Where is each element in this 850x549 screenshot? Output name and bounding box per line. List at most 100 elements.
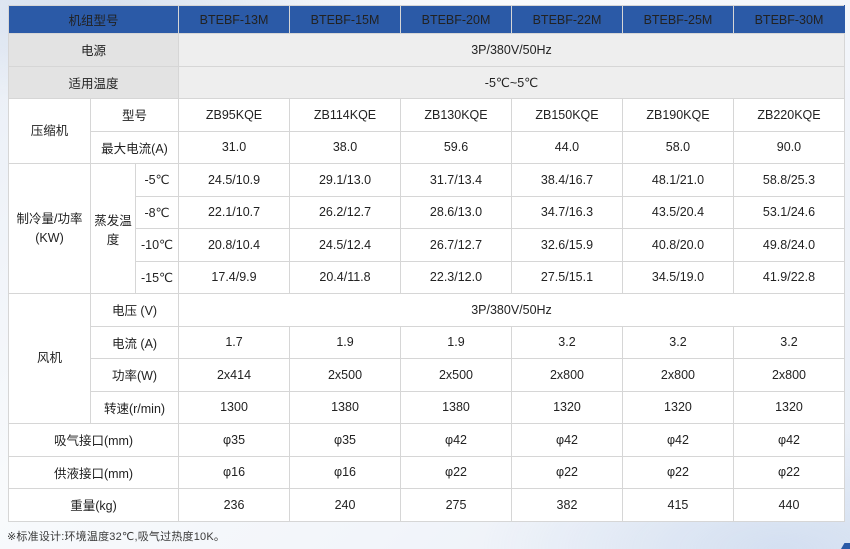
cooling-value: 24.5/10.9	[178, 163, 291, 197]
fan-speed-value: 1300	[178, 390, 291, 424]
fan-voltage-value: 3P/380V/50Hz	[178, 293, 845, 327]
model-header: BTEBF-15M	[289, 5, 401, 34]
compressor-model-value: ZB150KQE	[510, 98, 623, 132]
spec-table: 机组型号 BTEBF-13M BTEBF-15M BTEBF-20M BTEBF-22M…	[7, 5, 846, 522]
liquid-port-value: φ22	[510, 455, 623, 489]
max-current-label: 最大电流(A)	[89, 130, 180, 164]
table-row: 重量(kg) 236 240 275 382 415 440	[7, 488, 846, 522]
suction-port-value: φ42	[732, 423, 846, 457]
weight-value: 440	[732, 488, 846, 522]
suction-port-value: φ42	[621, 423, 734, 457]
compressor-section-label: 压缩机	[8, 98, 91, 164]
max-current-value: 90.0	[732, 130, 846, 164]
suction-port-value: φ42	[510, 423, 623, 457]
compressor-model-value: ZB95KQE	[178, 98, 291, 132]
max-current-value: 58.0	[621, 130, 734, 164]
table-row: 吸气接口(mm) φ35 φ35 φ42 φ42 φ42 φ42	[7, 423, 846, 457]
cooling-value: 20.4/11.8	[289, 260, 401, 294]
liquid-port-value: φ22	[621, 455, 734, 489]
cooling-value: 53.1/24.6	[732, 195, 846, 229]
evap-temp-minus10-label: -10℃	[134, 228, 180, 262]
fan-current-value: 1.9	[400, 325, 512, 359]
cooling-value: 17.4/9.9	[178, 260, 291, 294]
table-row: 转速(r/min) 1300 1380 1380 1320 1320 1320	[9, 390, 846, 424]
evap-temp-minus15-label: -15℃	[134, 260, 180, 294]
fan-power-value: 2x800	[732, 358, 846, 392]
fan-voltage-label: 电压 (V)	[89, 293, 180, 327]
fan-power-value: 2x800	[621, 358, 734, 392]
table-row: 供液接口(mm) φ16 φ16 φ22 φ22 φ22 φ22	[7, 455, 846, 489]
weight-value: 275	[400, 488, 512, 522]
model-header: BTEBF-13M	[178, 5, 291, 34]
table-row: 机组型号 BTEBF-13M BTEBF-15M BTEBF-20M BTEBF-22M…	[7, 5, 846, 34]
weight-value: 240	[289, 488, 401, 522]
compressor-model-value: ZB130KQE	[400, 98, 512, 132]
fan-power-value: 2x500	[289, 358, 401, 392]
cooling-value: 28.6/13.0	[400, 195, 512, 229]
compressor-model-value: ZB114KQE	[289, 98, 401, 132]
cooling-value: 34.5/19.0	[621, 260, 734, 294]
cooling-value: 38.4/16.7	[510, 163, 623, 197]
max-current-value: 59.6	[400, 130, 512, 164]
table-row: 压缩机 型号 ZB95KQE ZB114KQE ZB130KQE ZB150KQE ZB19…	[8, 98, 846, 164]
fan-section-label: 风机	[8, 293, 91, 424]
model-header: BTEBF-22M	[510, 5, 623, 34]
evap-temp-label: 蒸发温度	[90, 163, 136, 294]
fan-power-value: 2x800	[510, 358, 623, 392]
power-label: 电源	[7, 33, 180, 67]
liquid-port-value: φ22	[732, 455, 846, 489]
ambient-temp-value: -5℃~5℃	[178, 65, 845, 99]
compressor-model-value: ZB220KQE	[732, 98, 846, 132]
fan-current-value: 1.9	[289, 325, 401, 359]
cooling-value: 40.8/20.0	[621, 228, 734, 262]
max-current-value: 31.0	[178, 130, 291, 164]
fan-speed-value: 1320	[732, 390, 846, 424]
cooling-value: 48.1/21.0	[621, 163, 734, 197]
max-current-value: 38.0	[289, 130, 401, 164]
table-row: 制冷量/功率(KW) 蒸发温度 -5℃ 24.5/10.9 29.1/13.0 31.7/…	[8, 163, 846, 294]
standard-design-footnote: ※标准设计:环境温度32℃,吸气过热度10K。	[7, 531, 226, 543]
suction-port-value: φ35	[178, 423, 291, 457]
cooling-value: 24.5/12.4	[289, 228, 401, 262]
max-current-value: 44.0	[510, 130, 623, 164]
compressor-model-value: ZB190KQE	[621, 98, 734, 132]
table-row: 电源 3P/380V/50Hz	[7, 33, 845, 67]
table-row: 最大电流(A) 31.0 38.0 59.6 44.0 58.0 90.0	[9, 130, 846, 164]
fan-current-value: 3.2	[510, 325, 623, 359]
cooling-value: 26.2/12.7	[289, 195, 401, 229]
cooling-value: 27.5/15.1	[510, 260, 623, 294]
liquid-port-value: φ22	[400, 455, 512, 489]
fan-power-label: 功率(W)	[89, 358, 180, 392]
fan-speed-value: 1320	[510, 390, 623, 424]
cooling-value: 22.3/12.0	[400, 260, 512, 294]
fan-current-value: 3.2	[732, 325, 846, 359]
liquid-port-value: φ16	[289, 455, 401, 489]
model-header: BTEBF-25M	[621, 5, 734, 34]
model-header: BTEBF-30M	[732, 5, 846, 34]
cooling-value: 31.7/13.4	[400, 163, 512, 197]
table-row: -8℃ 22.1/10.7 26.2/12.7 28.6/13.0 34.7/16.3 4…	[9, 195, 846, 229]
suction-port-label: 吸气接口(mm)	[7, 423, 180, 457]
cooling-value: 34.7/16.3	[510, 195, 623, 229]
cooling-capacity-section-label: 制冷量/功率(KW)	[8, 163, 91, 294]
weight-value: 382	[510, 488, 623, 522]
cooling-value: 58.8/25.3	[732, 163, 846, 197]
fan-current-value: 1.7	[178, 325, 291, 359]
compressor-model-label: 型号	[89, 98, 180, 132]
corner-accent-decoration	[841, 543, 850, 549]
fan-speed-value: 1320	[621, 390, 734, 424]
cooling-value: 41.9/22.8	[732, 260, 846, 294]
fan-speed-label: 转速(r/min)	[89, 390, 180, 424]
fan-power-value: 2x500	[400, 358, 512, 392]
table-row: 适用温度 -5℃~5℃	[7, 65, 845, 99]
cooling-value: 43.5/20.4	[621, 195, 734, 229]
cooling-value: 26.7/12.7	[400, 228, 512, 262]
weight-label: 重量(kg)	[7, 488, 180, 522]
cooling-value: 29.1/13.0	[289, 163, 401, 197]
suction-port-value: φ42	[400, 423, 512, 457]
weight-value: 415	[621, 488, 734, 522]
cooling-value: 22.1/10.7	[178, 195, 291, 229]
table-row: 功率(W) 2x414 2x500 2x500 2x800 2x800 2x800	[9, 358, 846, 392]
fan-current-value: 3.2	[621, 325, 734, 359]
cooling-value: 32.6/15.9	[510, 228, 623, 262]
